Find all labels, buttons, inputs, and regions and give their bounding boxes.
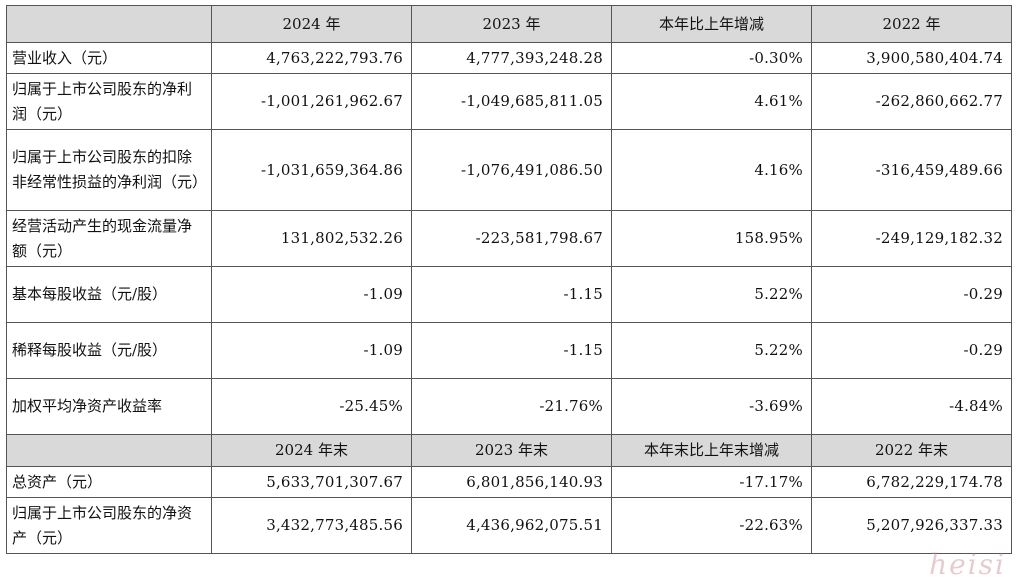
row-label: 稀释每股收益（元/股）	[6, 322, 212, 379]
table-row-net-profit: 归属于上市公司股东的净利润（元） -1,001,261,962.67 -1,04…	[6, 73, 1012, 130]
table-row-net-profit-excl-nonrecurring: 归属于上市公司股东的扣除非经常性损益的净利润（元） -1,031,659,364…	[6, 129, 1012, 211]
cell-2024: 4,763,222,793.76	[211, 42, 412, 74]
row-label: 归属于上市公司股东的净资产（元）	[6, 497, 212, 554]
cell-2023: -223,581,798.67	[411, 210, 612, 267]
header-cell-yoy-change: 本年比上年增减	[611, 5, 812, 43]
header-cell-2024-end: 2024 年末	[211, 434, 412, 467]
header-cell-2022: 2022 年	[811, 5, 1012, 43]
cell-2023-end: 4,436,962,075.51	[411, 497, 612, 554]
cell-2024: -1,031,659,364.86	[211, 129, 412, 211]
cell-change: -22.63%	[611, 497, 812, 554]
header-cell-blank	[6, 434, 212, 467]
header-cell-yoy-end-change: 本年末比上年末增减	[611, 434, 812, 467]
cell-2022: -0.29	[811, 322, 1012, 379]
header-cell-2023: 2023 年	[411, 5, 612, 43]
cell-2022: 3,900,580,404.74	[811, 42, 1012, 74]
cell-2023: -1,076,491,086.50	[411, 129, 612, 211]
row-label: 加权平均净资产收益率	[6, 378, 212, 435]
cell-2023: 4,777,393,248.28	[411, 42, 612, 74]
row-label: 基本每股收益（元/股）	[6, 266, 212, 323]
cell-change: 158.95%	[611, 210, 812, 267]
cell-2023: -1.15	[411, 322, 612, 379]
row-label: 经营活动产生的现金流量净额（元）	[6, 210, 212, 267]
cell-2022: -316,459,489.66	[811, 129, 1012, 211]
cell-2024-end: 3,432,773,485.56	[211, 497, 412, 554]
cell-2023: -1.15	[411, 266, 612, 323]
financial-indicators-table: 2024 年 2023 年 本年比上年增减 2022 年 营业收入（元） 4,7…	[6, 5, 1012, 554]
table-row-diluted-eps: 稀释每股收益（元/股） -1.09 -1.15 5.22% -0.29	[6, 322, 1012, 379]
row-label: 总资产（元）	[6, 466, 212, 498]
cell-change: -3.69%	[611, 378, 812, 435]
header-cell-2024: 2024 年	[211, 5, 412, 43]
header-cell-2023-end: 2023 年末	[411, 434, 612, 467]
header-row-annual: 2024 年 2023 年 本年比上年增减 2022 年	[6, 5, 1012, 43]
cell-change: 4.61%	[611, 73, 812, 130]
watermark: heisi	[929, 548, 1006, 581]
cell-change: 4.16%	[611, 129, 812, 211]
cell-change: 5.22%	[611, 322, 812, 379]
row-label: 归属于上市公司股东的净利润（元）	[6, 73, 212, 130]
table-row-basic-eps: 基本每股收益（元/股） -1.09 -1.15 5.22% -0.29	[6, 266, 1012, 323]
cell-2022-end: 5,207,926,337.33	[811, 497, 1012, 554]
cell-2023-end: 6,801,856,140.93	[411, 466, 612, 498]
cell-2024-end: 5,633,701,307.67	[211, 466, 412, 498]
table-row-revenue: 营业收入（元） 4,763,222,793.76 4,777,393,248.2…	[6, 42, 1012, 74]
cell-2024: -1,001,261,962.67	[211, 73, 412, 130]
cell-2022-end: 6,782,229,174.78	[811, 466, 1012, 498]
table-row-net-assets: 归属于上市公司股东的净资产（元） 3,432,773,485.56 4,436,…	[6, 497, 1012, 554]
cell-change: 5.22%	[611, 266, 812, 323]
cell-2022: -4.84%	[811, 378, 1012, 435]
table-row-total-assets: 总资产（元） 5,633,701,307.67 6,801,856,140.93…	[6, 466, 1012, 498]
header-cell-blank	[6, 5, 212, 43]
row-label: 营业收入（元）	[6, 42, 212, 74]
table-row-operating-cash-flow: 经营活动产生的现金流量净额（元） 131,802,532.26 -223,581…	[6, 210, 1012, 267]
cell-2023: -1,049,685,811.05	[411, 73, 612, 130]
cell-2022: -249,129,182.32	[811, 210, 1012, 267]
header-cell-2022-end: 2022 年末	[811, 434, 1012, 467]
cell-2024: 131,802,532.26	[211, 210, 412, 267]
cell-change: -0.30%	[611, 42, 812, 74]
cell-change: -17.17%	[611, 466, 812, 498]
cell-2023: -21.76%	[411, 378, 612, 435]
table-row-weighted-roe: 加权平均净资产收益率 -25.45% -21.76% -3.69% -4.84%	[6, 378, 1012, 435]
cell-2022: -0.29	[811, 266, 1012, 323]
header-row-year-end: 2024 年末 2023 年末 本年末比上年末增减 2022 年末	[6, 434, 1012, 467]
cell-2024: -25.45%	[211, 378, 412, 435]
cell-2024: -1.09	[211, 266, 412, 323]
cell-2024: -1.09	[211, 322, 412, 379]
cell-2022: -262,860,662.77	[811, 73, 1012, 130]
row-label: 归属于上市公司股东的扣除非经常性损益的净利润（元）	[6, 129, 212, 211]
